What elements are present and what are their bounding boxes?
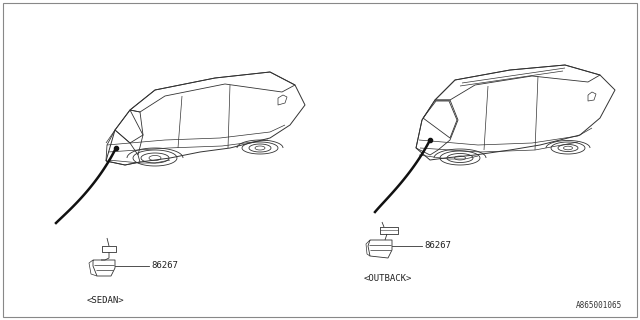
Text: <OUTBACK>: <OUTBACK> bbox=[364, 274, 412, 283]
Text: 86267: 86267 bbox=[424, 242, 451, 251]
Text: <SEDAN>: <SEDAN> bbox=[87, 296, 125, 305]
Text: A865001065: A865001065 bbox=[576, 301, 622, 310]
Text: 86267: 86267 bbox=[151, 261, 178, 270]
